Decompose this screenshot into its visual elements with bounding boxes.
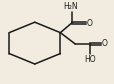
Text: HO: HO [83,55,95,64]
Text: O: O [86,18,92,27]
Text: H₂N: H₂N [63,2,77,11]
Text: O: O [101,39,107,48]
